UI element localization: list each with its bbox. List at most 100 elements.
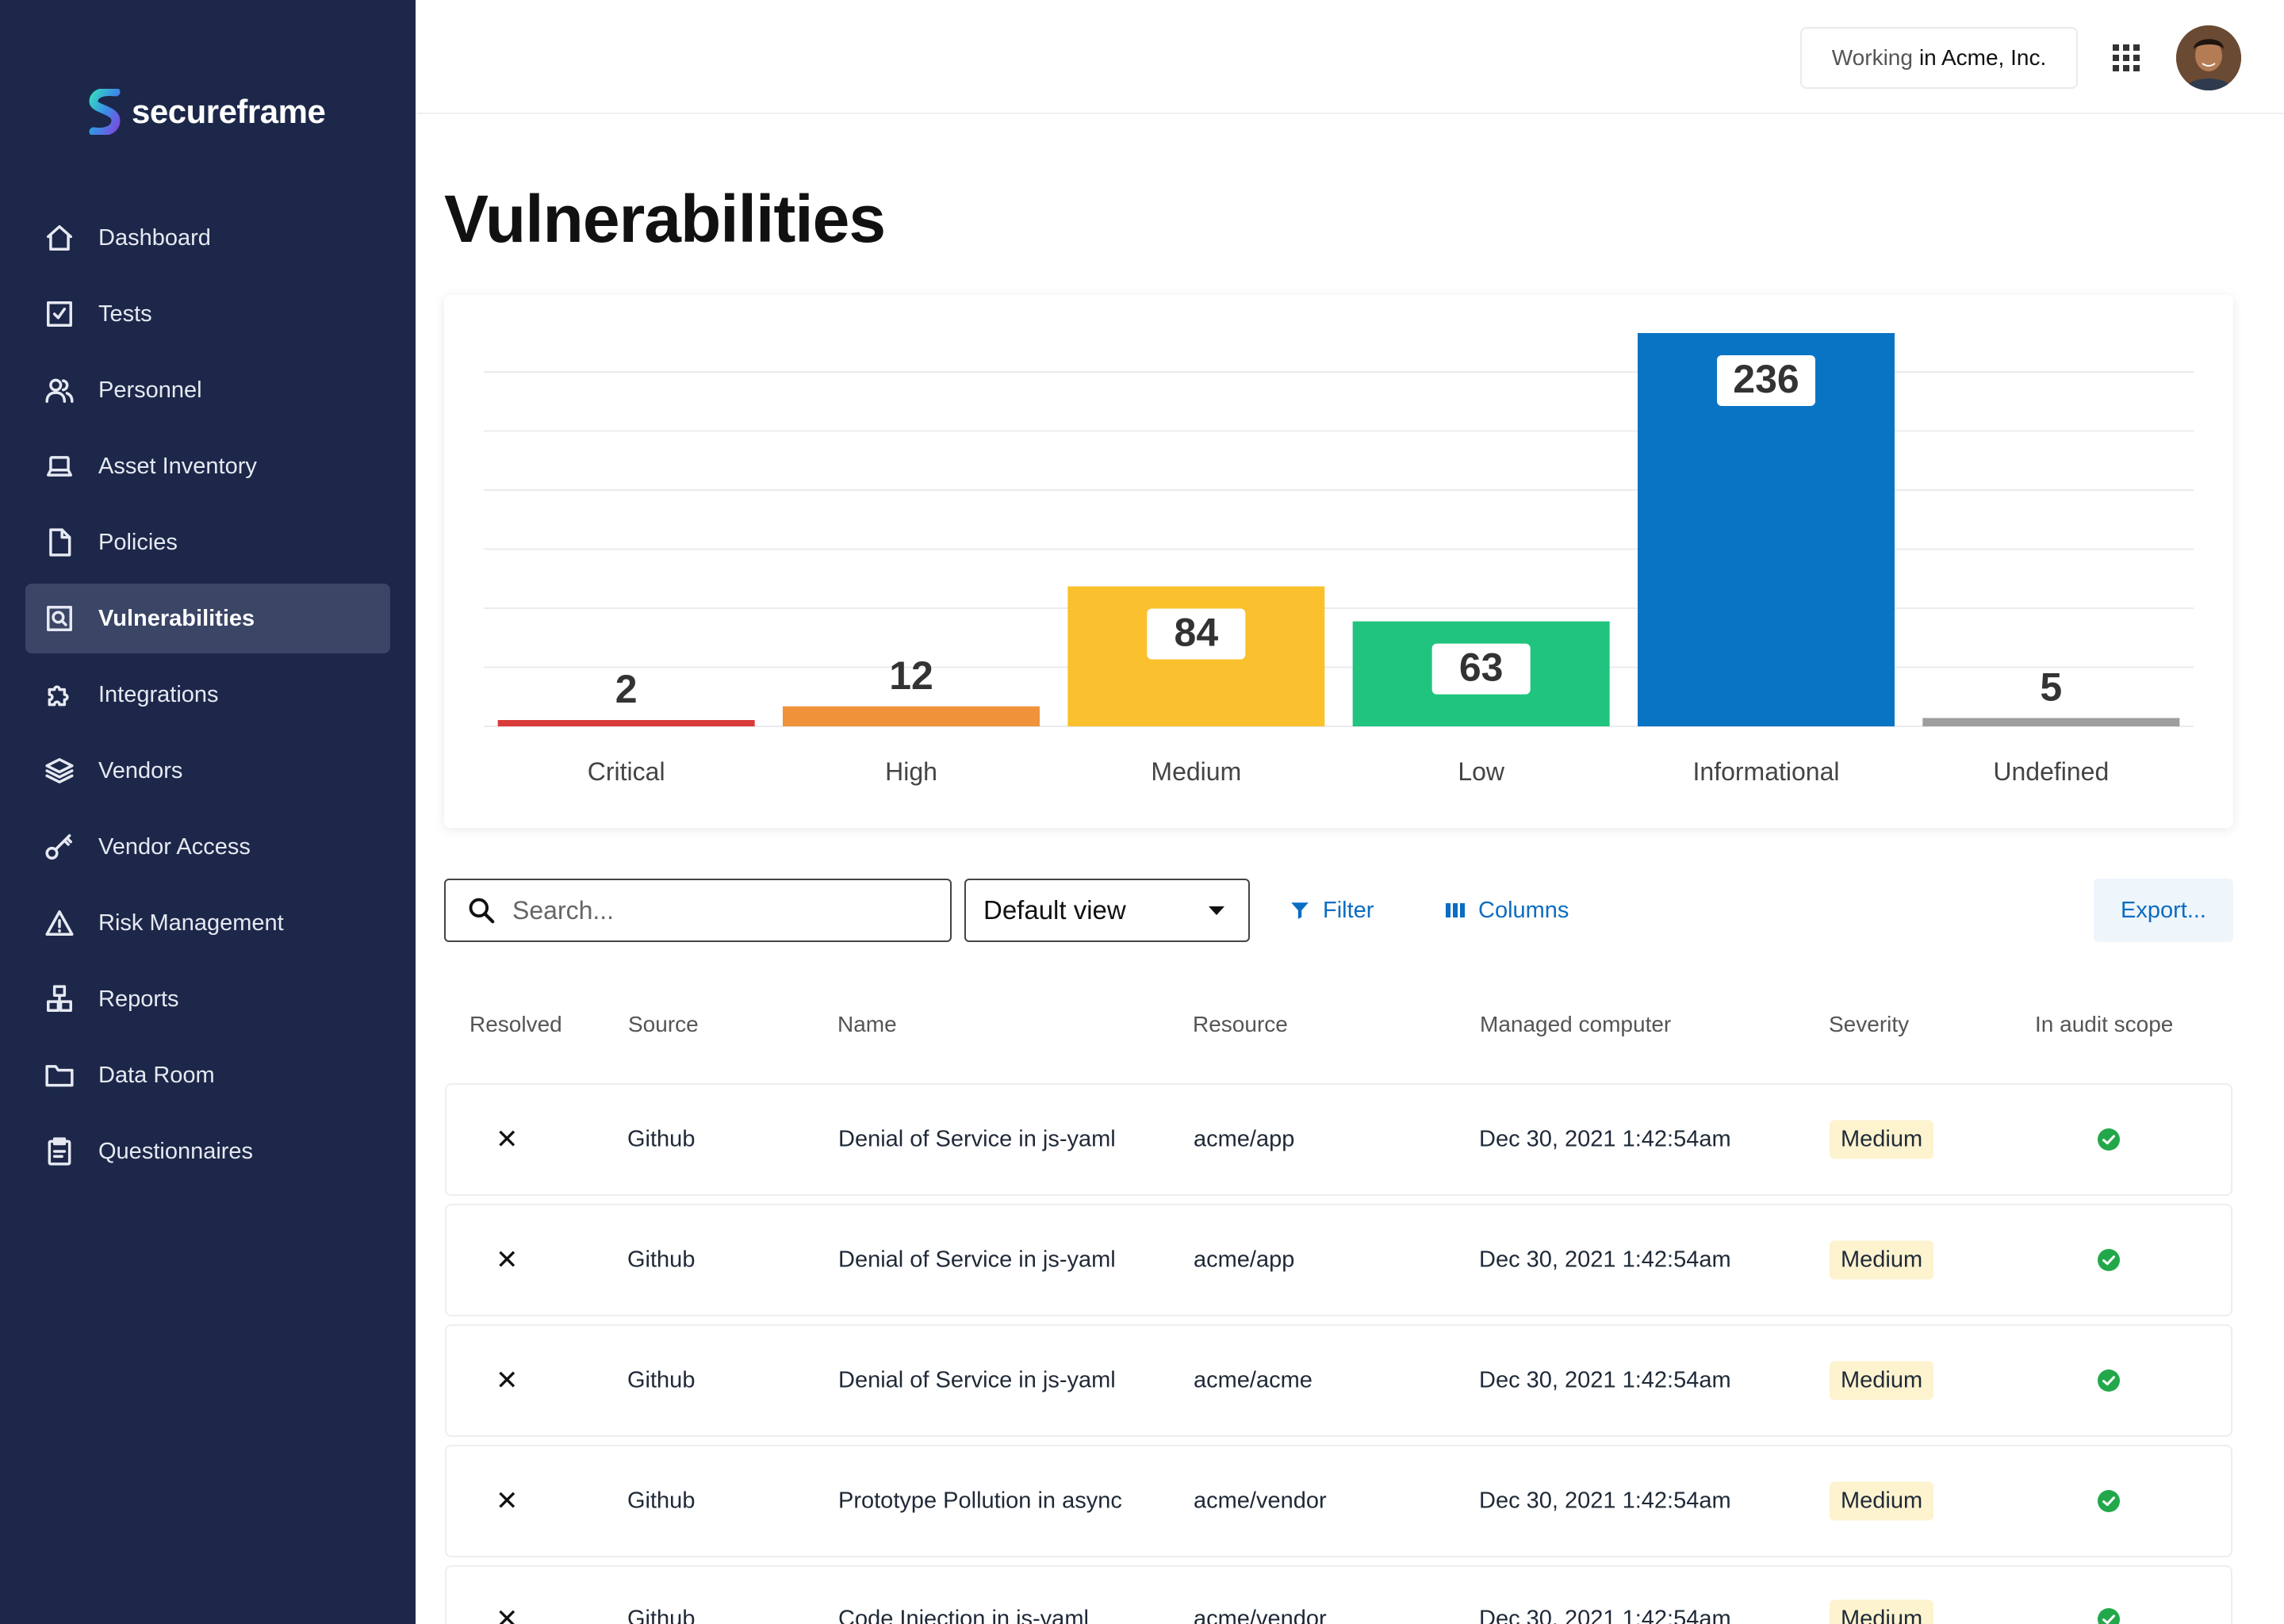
page-title: Vulnerabilities [444,182,886,256]
sidebar-item-dashboard[interactable]: Dashboard [25,203,390,273]
cell-source: Github [627,1247,696,1273]
sidebar-item-asset-inventory[interactable]: Asset Inventory [25,431,390,501]
cell-name: Prototype Pollution in async [838,1488,1122,1514]
workspace-switcher[interactable]: Working in Acme, Inc. [1800,27,2078,89]
close-icon: ✕ [496,1486,519,1516]
columns-label: Columns [1478,897,1569,923]
sidebar-nav: Dashboard Tests Personnel Asset Inventor… [25,203,390,1193]
search-box[interactable] [444,879,952,942]
close-icon: ✕ [496,1604,519,1624]
data-label-background [1147,608,1246,660]
cell-name: Denial of Service in js-yaml [838,1247,1116,1273]
cell-resource: acme/app [1194,1247,1295,1273]
users-icon [44,375,75,405]
columns-button[interactable]: Columns [1445,879,1569,942]
sidebar-item-label: Vulnerabilities [98,605,255,631]
sidebar-item-vendors[interactable]: Vendors [25,736,390,806]
avatar[interactable] [2176,25,2241,90]
sidebar-item-label: Vendor Access [98,833,251,860]
apps-grid-icon[interactable] [2113,44,2140,71]
column-header-severity[interactable]: Severity [1829,1012,1910,1036]
tick-label: Medium [1151,757,1241,786]
column-header-in-audit-scope[interactable]: In audit scope [2035,1012,2174,1036]
data-label: 2 [615,667,638,711]
check-circle-icon [2098,1249,2120,1271]
cell-name: Code Injection in js-yaml [838,1606,1089,1624]
column-header-resolved[interactable]: Resolved [469,1012,562,1036]
tick-label: High [885,757,937,786]
column-header-name[interactable]: Name [837,1012,897,1036]
filter-button[interactable]: Filter [1290,879,1374,942]
sidebar-item-data-room[interactable]: Data Room [25,1040,390,1110]
tick-label: Undefined [1993,757,2109,786]
sidebar-item-reports[interactable]: Reports [25,964,390,1034]
column-header-source[interactable]: Source [628,1012,699,1036]
check-circle-icon [2098,1608,2120,1624]
cell-source: Github [627,1488,696,1514]
sidebar: secureframe Dashboard Tests Personnel As… [0,0,416,1624]
data-label: 236 [1733,357,1799,401]
cell-name: Denial of Service in js-yaml [838,1367,1116,1393]
sidebar-item-policies[interactable]: Policies [25,508,390,577]
workspace-prefix: Working [1831,45,1913,70]
table-row[interactable]: ✕ Github Denial of Service in js-yaml ac… [445,1204,2232,1316]
cell-source: Github [627,1606,696,1624]
sidebar-item-label: Integrations [98,681,219,707]
sidebar-item-label: Data Room [98,1062,215,1088]
cell-resource: acme/acme [1194,1367,1313,1393]
sidebar-item-vulnerabilities[interactable]: Vulnerabilities [25,584,390,653]
cell-resource: acme/app [1194,1126,1295,1152]
sidebar-item-vendor-access[interactable]: Vendor Access [25,812,390,882]
tick-label: Critical [588,757,665,786]
filter-icon [1291,902,1309,919]
reports-icon [44,984,75,1014]
cell-resource: acme/vendor [1194,1606,1327,1624]
table-row[interactable]: ✕ Github Denial of Service in js-yaml ac… [445,1083,2232,1196]
table-row[interactable]: ✕ Github Code Injection in js-yaml acme/… [445,1565,2232,1624]
sidebar-item-label: Policies [98,529,178,555]
close-icon: ✕ [496,1365,519,1396]
sidebar-item-label: Risk Management [98,910,284,936]
sidebar-item-label: Asset Inventory [98,453,257,479]
view-select[interactable]: Default view [964,879,1250,942]
bar-high[interactable] [783,706,1040,726]
export-button[interactable]: Export... [2094,879,2233,942]
severity-badge: Medium [1830,1481,1934,1521]
severity-badge: Medium [1830,1120,1934,1159]
check-circle-icon [2098,1490,2120,1512]
logo[interactable]: secureframe [89,89,326,135]
severity-badge: Medium [1830,1361,1934,1400]
chevron-down-icon [1209,906,1224,915]
sidebar-item-risk-management[interactable]: Risk Management [25,888,390,958]
table-row[interactable]: ✕ Github Prototype Pollution in async ac… [445,1445,2232,1557]
data-label: 5 [2040,665,2062,709]
check-circle-icon [2098,1128,2120,1151]
bar-critical[interactable] [497,720,755,726]
bar-undefined[interactable] [1922,718,2180,726]
columns-icon [1446,903,1465,917]
sidebar-item-personnel[interactable]: Personnel [25,355,390,425]
folder-icon [44,1060,75,1090]
column-header-managed-computer[interactable]: Managed computer [1480,1012,1672,1036]
search-icon [469,898,495,924]
column-header-resource[interactable]: Resource [1193,1012,1288,1036]
view-select-value: Default view [983,895,1126,925]
home-icon [44,223,75,253]
sidebar-item-label: Questionnaires [98,1138,254,1164]
puzzle-icon [44,680,75,710]
warning-icon [44,908,75,938]
cell-resource: acme/vendor [1194,1488,1327,1514]
document-icon [44,527,75,557]
table-row[interactable]: ✕ Github Denial of Service in js-yaml ac… [445,1324,2232,1437]
severity-bar-chart: 2 Critical 12 High 84 Medium 63 Low 236 Informati… [484,333,2194,786]
key-icon [44,832,75,862]
sidebar-item-integrations[interactable]: Integrations [25,660,390,730]
sidebar-item-questionnaires[interactable]: Questionnaires [25,1116,390,1186]
workspace-org: in Acme, Inc. [1918,45,2047,70]
search-input[interactable] [512,895,925,925]
sidebar-item-label: Vendors [98,757,183,783]
sidebar-item-tests[interactable]: Tests [25,279,390,349]
cell-source: Github [627,1367,696,1393]
cell-managed-computer: Dec 30, 2021 1:42:54am [1479,1606,1731,1624]
severity-badge: Medium [1830,1240,1934,1280]
